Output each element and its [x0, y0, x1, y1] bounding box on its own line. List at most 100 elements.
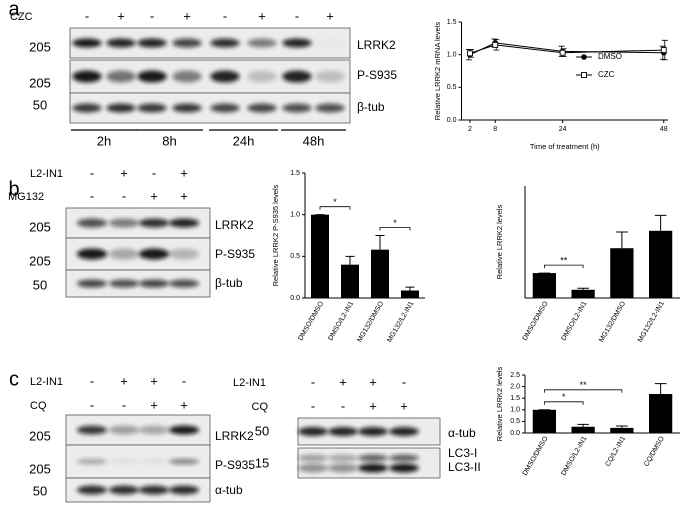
y-axis-label: Relative LRRK2 levels [495, 366, 504, 441]
treatment-mark: - [85, 8, 89, 23]
band [168, 218, 200, 228]
treatment-name: MG132 [8, 191, 44, 203]
bar [532, 409, 556, 433]
legend-marker [581, 54, 587, 60]
treatment-name: CQ [252, 401, 269, 413]
band [137, 70, 167, 83]
band [298, 454, 328, 462]
treatment-mark: - [402, 374, 406, 389]
bar [610, 427, 634, 433]
y-tick-label: 1.0 [447, 52, 457, 59]
y-tick-label: 1.5 [447, 19, 457, 26]
bar [311, 214, 329, 298]
band [76, 485, 108, 495]
band [108, 248, 140, 260]
significance-bracket [319, 206, 351, 210]
x-tick-label: CQ/DMSO [643, 435, 666, 468]
y-tick-label: 1.5 [290, 170, 300, 177]
band [106, 38, 136, 48]
band [138, 425, 170, 435]
error-bar [654, 214, 667, 231]
treatment-mark: - [90, 373, 94, 388]
x-tick-label: DMSO/DMSO [522, 300, 550, 342]
band [247, 103, 277, 113]
treatment-mark: + [369, 374, 377, 389]
time-label: 8h [162, 133, 176, 148]
x-tick-label: MG132/DMSO [598, 300, 627, 344]
time-label: 48h [303, 133, 325, 148]
treatment-mark: + [120, 165, 128, 180]
band [172, 38, 202, 48]
error-bar [577, 287, 589, 290]
treatment-name: L2-IN1 [30, 376, 63, 388]
data-point [660, 47, 667, 54]
y-axis-label: Relative LRRK2 levels [495, 204, 504, 279]
band [138, 458, 170, 465]
blot-strip [297, 447, 441, 479]
treatment-mark: - [311, 374, 315, 389]
molecular-weight: 205 [29, 253, 51, 268]
band [247, 38, 277, 48]
band [106, 70, 136, 83]
band [138, 218, 170, 228]
band [210, 38, 240, 48]
data-point [466, 50, 473, 57]
treatment-mark: - [152, 165, 156, 180]
error-bar [345, 255, 355, 265]
panel-label: a [8, 0, 20, 20]
treatment-mark: + [369, 398, 377, 413]
bar [571, 426, 595, 433]
band [328, 463, 358, 473]
band-label: β-tub [215, 276, 243, 290]
treatment-mark: + [150, 188, 158, 203]
band-label: P-S935 [357, 68, 397, 82]
error-bar [654, 383, 667, 395]
band [76, 279, 108, 288]
molecular-weight: 205 [29, 219, 51, 234]
x-tick-label: DMSO/DMSO [297, 300, 325, 342]
significance-bracket [543, 264, 584, 269]
time-label: 2h [97, 133, 111, 148]
band [389, 454, 419, 462]
y-tick-label: 0.5 [447, 84, 457, 91]
band [76, 248, 108, 260]
band [298, 463, 328, 473]
significance-label: * [562, 392, 566, 402]
treatment-mark: + [326, 8, 334, 23]
treatment-mark: - [182, 373, 186, 388]
treatment-name: CZC [10, 11, 33, 23]
x-tick-label: DMSO/L2-IN1 [560, 300, 588, 342]
treatment-mark: - [295, 8, 299, 23]
band [282, 38, 312, 48]
treatment-name: L2-IN1 [30, 168, 63, 180]
treatment-mark: + [183, 8, 191, 23]
bar [649, 394, 673, 433]
treatment-mark: + [120, 373, 128, 388]
x-tick-label: MG132/DMSO [356, 300, 385, 344]
treatment-mark: - [341, 398, 345, 413]
band [168, 248, 200, 260]
treatment-mark: + [180, 397, 188, 412]
molecular-weight: 205 [29, 461, 51, 476]
significance-label: * [393, 218, 397, 228]
y-tick-label: 2.5 [510, 372, 520, 379]
band [138, 248, 170, 260]
x-tick-label: DMSO/L2-IN1 [560, 435, 588, 477]
error-bar [616, 425, 628, 428]
band [389, 463, 419, 473]
band [76, 458, 108, 465]
legend-marker [581, 72, 587, 78]
significance-bracket [543, 401, 584, 405]
treatment-mark: - [90, 188, 94, 203]
x-tick-label: MG132/L2-IN1 [637, 300, 666, 343]
treatment-mark: + [339, 374, 347, 389]
panel-label: c [9, 368, 19, 390]
y-tick-label: 1.0 [510, 407, 520, 414]
band [108, 485, 140, 495]
y-tick-label: 0.5 [510, 418, 520, 425]
band [210, 70, 240, 83]
band [168, 458, 200, 465]
molecular-weight: 15 [255, 455, 269, 470]
legend-label: DMSO [598, 52, 622, 61]
